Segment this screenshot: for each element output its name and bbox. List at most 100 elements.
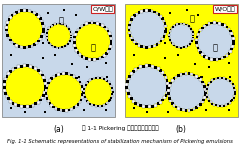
Bar: [111, 95, 113, 97]
Bar: [108, 32, 111, 35]
Text: W/O乳液: W/O乳液: [215, 6, 235, 12]
Bar: [234, 89, 236, 91]
Bar: [213, 104, 215, 106]
Text: (b): (b): [176, 125, 187, 134]
Bar: [106, 102, 108, 104]
Bar: [63, 9, 66, 11]
Bar: [225, 104, 227, 106]
Bar: [162, 38, 164, 40]
Bar: [70, 31, 71, 33]
Bar: [196, 44, 198, 47]
Bar: [18, 10, 20, 13]
Bar: [23, 105, 26, 108]
Bar: [20, 105, 23, 108]
Bar: [11, 14, 13, 17]
Bar: [229, 50, 232, 53]
Bar: [232, 99, 234, 101]
Bar: [142, 105, 145, 108]
Bar: [173, 77, 175, 80]
Bar: [195, 75, 198, 77]
Bar: [229, 102, 231, 104]
Bar: [199, 103, 202, 106]
Bar: [206, 88, 208, 90]
Bar: [170, 29, 171, 31]
Bar: [180, 47, 182, 49]
Bar: [70, 35, 72, 36]
Bar: [110, 43, 112, 45]
Bar: [108, 48, 111, 50]
Bar: [135, 13, 138, 15]
Bar: [216, 22, 218, 24]
Bar: [42, 25, 44, 27]
Bar: [219, 77, 221, 79]
Bar: [218, 58, 221, 60]
Bar: [20, 65, 23, 67]
Bar: [146, 111, 148, 113]
Bar: [73, 106, 75, 109]
Bar: [47, 29, 49, 31]
Bar: [84, 96, 86, 98]
Bar: [91, 21, 93, 24]
Bar: [197, 77, 200, 79]
Bar: [101, 24, 103, 27]
Bar: [134, 68, 137, 71]
Bar: [164, 30, 167, 33]
Bar: [68, 28, 70, 30]
Bar: [193, 108, 195, 110]
Bar: [130, 19, 132, 21]
Text: (a): (a): [54, 125, 64, 134]
Bar: [163, 35, 165, 38]
Circle shape: [6, 67, 44, 106]
Bar: [43, 79, 46, 82]
Bar: [58, 47, 59, 49]
Bar: [169, 82, 172, 84]
Bar: [87, 81, 89, 83]
Bar: [133, 54, 135, 56]
Bar: [57, 108, 60, 111]
Bar: [126, 89, 129, 92]
Bar: [29, 105, 32, 108]
Bar: [108, 99, 111, 101]
Bar: [75, 77, 78, 79]
Bar: [190, 109, 193, 111]
Bar: [189, 43, 191, 45]
Bar: [233, 85, 234, 87]
Bar: [89, 103, 91, 104]
Circle shape: [198, 24, 232, 59]
Bar: [8, 37, 10, 39]
Bar: [8, 19, 10, 21]
Bar: [44, 88, 47, 91]
Bar: [206, 86, 208, 88]
Bar: [157, 67, 160, 70]
Bar: [169, 100, 172, 102]
Bar: [137, 103, 139, 106]
Bar: [105, 52, 108, 55]
Bar: [52, 76, 55, 78]
Bar: [50, 104, 53, 107]
Bar: [107, 50, 109, 53]
Bar: [63, 46, 64, 48]
Text: 油: 油: [90, 43, 95, 53]
Bar: [178, 23, 180, 24]
Bar: [197, 105, 200, 108]
Bar: [15, 11, 18, 14]
Bar: [20, 46, 23, 48]
Bar: [127, 92, 130, 95]
Bar: [191, 28, 192, 30]
Bar: [66, 44, 67, 46]
Bar: [208, 57, 210, 60]
Bar: [151, 45, 153, 48]
Bar: [7, 72, 10, 75]
Bar: [78, 101, 81, 103]
Bar: [229, 76, 231, 78]
Text: 水: 水: [59, 16, 64, 25]
Bar: [205, 109, 207, 111]
Bar: [37, 69, 40, 72]
Bar: [128, 95, 131, 98]
Bar: [26, 9, 28, 12]
Bar: [211, 79, 213, 81]
Bar: [10, 54, 12, 56]
Bar: [161, 71, 164, 74]
Bar: [59, 47, 61, 48]
Bar: [175, 106, 177, 108]
